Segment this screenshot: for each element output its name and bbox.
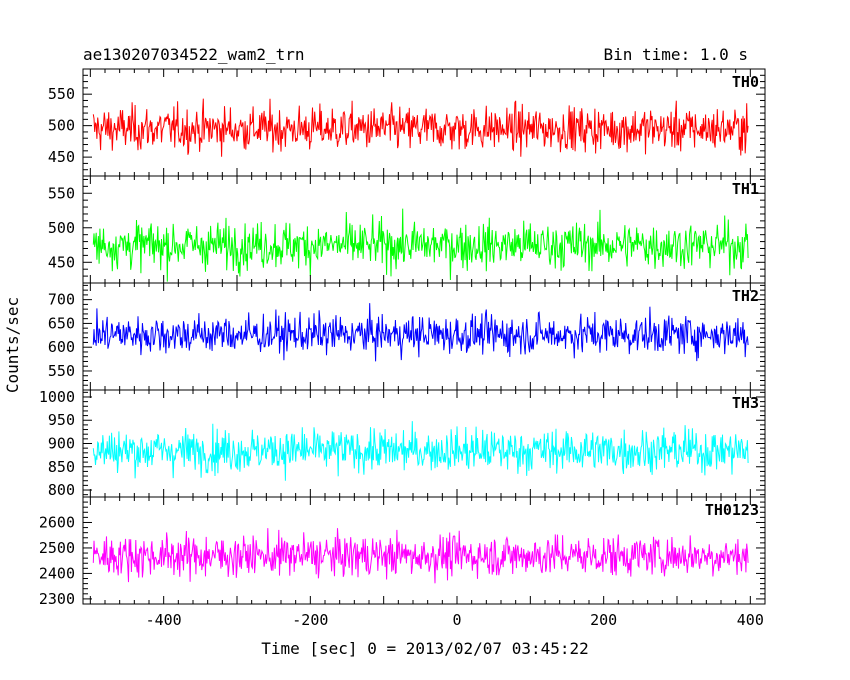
x-tick-label: -400 <box>146 611 182 629</box>
y-axis-label: Counts/sec <box>3 297 22 393</box>
y-tick-label-th2: 550 <box>48 362 75 380</box>
y-tick-label-th0123: 2400 <box>39 564 75 582</box>
y-tick-label-th2: 700 <box>48 291 75 309</box>
y-tick-label-th0123: 2300 <box>39 590 75 608</box>
panel-label-th0: TH0 <box>732 73 759 91</box>
y-tick-label-th0: 550 <box>48 85 75 103</box>
x-axis-label: Time [sec] 0 = 2013/02/07 03:45:22 <box>261 639 589 658</box>
y-tick-label-th3: 900 <box>48 435 75 453</box>
y-tick-label-th2: 650 <box>48 314 75 332</box>
y-tick-label-th3: 950 <box>48 411 75 429</box>
x-tick-label: 200 <box>590 611 617 629</box>
x-tick-label: 400 <box>737 611 764 629</box>
y-tick-label-th0123: 2500 <box>39 539 75 557</box>
y-tick-label-th3: 1000 <box>39 388 75 406</box>
panel-frame-th0123 <box>82 496 766 605</box>
y-tick-label-th1: 450 <box>48 253 75 271</box>
y-tick-label-th0: 500 <box>48 117 75 135</box>
x-tick-label: 0 <box>452 611 461 629</box>
y-tick-label-th0123: 2600 <box>39 513 75 531</box>
y-tick-label-th2: 600 <box>48 338 75 356</box>
panel-label-th2: TH2 <box>732 287 759 305</box>
panel-label-th0123: TH0123 <box>705 501 759 519</box>
bin-time-label: Bin time: 1.0 s <box>604 45 749 64</box>
series-line-th3 <box>92 421 749 481</box>
y-tick-label-th1: 550 <box>48 184 75 202</box>
chart-title: ae130207034522_wam2_trn <box>83 45 305 64</box>
y-tick-label-th0: 450 <box>48 148 75 166</box>
series-line-th2 <box>92 303 749 362</box>
y-tick-label-th3: 850 <box>48 458 75 476</box>
panel-label-th3: TH3 <box>732 394 759 412</box>
series-line-th0 <box>92 98 749 157</box>
series-line-th0123 <box>92 528 749 584</box>
panels-group: TH0 450 500 550 TH1 450 500 550 TH2 550 600 650 700 T… <box>39 68 766 629</box>
series-line-th1 <box>92 208 749 282</box>
y-tick-label-th3: 800 <box>48 481 75 499</box>
x-tick-label: -200 <box>292 611 328 629</box>
y-tick-label-th1: 500 <box>48 219 75 237</box>
panel-label-th1: TH1 <box>732 180 759 198</box>
